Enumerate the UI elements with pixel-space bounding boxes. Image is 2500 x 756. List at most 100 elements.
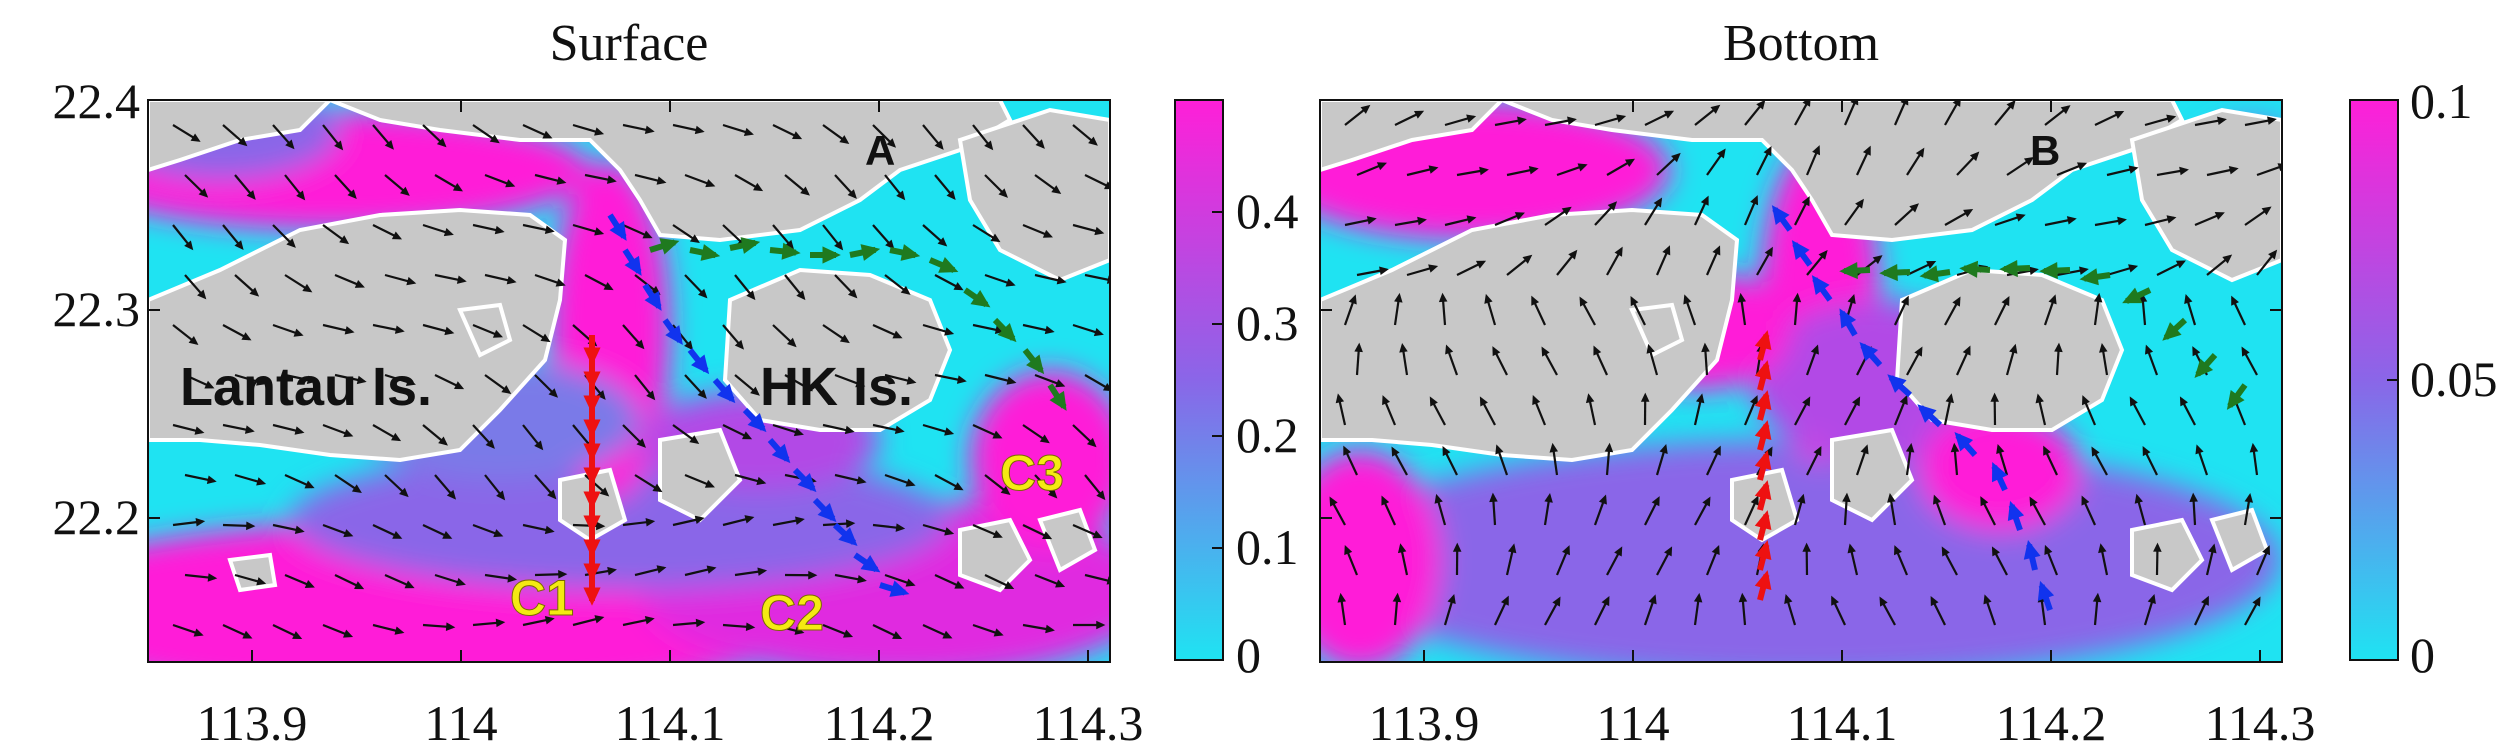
- arrow-head: [1399, 342, 1408, 353]
- arrow-head: [596, 521, 606, 531]
- arrow-head: [334, 140, 344, 151]
- x-tick-label: 113.9: [1369, 695, 1480, 751]
- arrow-head: [844, 425, 855, 435]
- arrow-head: [2093, 292, 2103, 303]
- arrow-head: [797, 472, 817, 493]
- arrow-head: [495, 618, 506, 628]
- arrow-head: [347, 189, 357, 199]
- arrow-head: [800, 186, 810, 196]
- arrow-head: [392, 530, 403, 539]
- arrow-head: [195, 517, 206, 527]
- arrow-head: [1737, 292, 1747, 303]
- arrow-head: [1096, 490, 1106, 501]
- arrow-head: [2261, 206, 2272, 216]
- arrow-head: [740, 237, 761, 254]
- arrow-head: [695, 618, 706, 628]
- arrow-head: [1630, 296, 1639, 307]
- arrow-head: [506, 276, 517, 285]
- arrow-head: [860, 554, 881, 573]
- arrow-head: [485, 439, 495, 449]
- arrow-head: [1044, 325, 1055, 335]
- arrow-head: [501, 385, 512, 394]
- arrow-head: [644, 125, 655, 134]
- arrow-head: [938, 256, 959, 273]
- arrow-head: [781, 242, 801, 260]
- arrow-head: [2179, 166, 2189, 176]
- arrow-head: [193, 628, 204, 637]
- arrow-head: [391, 231, 403, 240]
- arrow-head: [934, 140, 944, 150]
- arrow-head: [1662, 245, 1671, 256]
- arrow-head: [1049, 390, 1067, 411]
- arrow-head: [1801, 196, 1810, 207]
- arrow-head: [2023, 540, 2041, 560]
- arrow-head: [1693, 592, 1703, 603]
- arrow-head: [384, 139, 394, 150]
- arrow-head: [394, 325, 405, 334]
- arrow-head: [1710, 104, 1721, 114]
- arrow-head: [1495, 444, 1504, 455]
- arrow-head: [204, 380, 215, 389]
- arrow-head: [1980, 496, 1989, 507]
- arrow-head: [1700, 195, 1709, 206]
- arrow-head: [706, 565, 717, 574]
- arrow-head: [2201, 595, 2209, 606]
- arrow-head: [1763, 146, 1772, 157]
- arrow-head: [242, 630, 253, 639]
- arrow-head: [1607, 201, 1618, 211]
- arrow-head: [745, 622, 756, 632]
- panel-a-map: [148, 100, 1110, 662]
- arrow-head: [998, 188, 1008, 198]
- arrow-head: [1429, 396, 1438, 407]
- arrow-head: [1522, 254, 1533, 264]
- arrow-head: [1750, 495, 1759, 506]
- arrow-head: [2184, 293, 2193, 304]
- y-tick-label: 22.3: [53, 281, 141, 337]
- arrow-head: [1996, 443, 2005, 454]
- x-axis-b: 113.9 114 114.1 114.2 114.3: [1369, 100, 2315, 751]
- arrow-head: [505, 179, 516, 188]
- x-tick-label: 114.2: [1996, 695, 2107, 751]
- arrow-head: [1479, 396, 1488, 407]
- arrow-head: [1379, 266, 1389, 275]
- arrow-head: [645, 517, 656, 527]
- arrow-head: [937, 237, 948, 247]
- arrow-head: [1414, 110, 1425, 119]
- x-axis-a: 113.9 114 114.1 114.2 114.3: [197, 100, 1143, 751]
- arrow-head: [2162, 322, 2182, 341]
- arrow-head: [635, 339, 645, 350]
- arrow-head: [885, 239, 895, 250]
- arrow-head: [771, 443, 791, 464]
- arrow-head: [624, 255, 642, 276]
- arrow-head: [1887, 374, 1907, 393]
- arrow-head: [746, 290, 756, 301]
- x-tick-label: 114.1: [1787, 695, 1898, 751]
- arrow-head: [1952, 100, 1961, 107]
- panel-b-label: B: [2030, 127, 2060, 174]
- arrow-head: [705, 179, 716, 188]
- arrow-head: [285, 139, 295, 150]
- colorbar-tick-label: 0: [1236, 627, 1261, 683]
- arrow-head: [1343, 445, 1352, 456]
- arrow-head: [795, 516, 805, 525]
- arrow-head: [1042, 229, 1053, 238]
- arrow-head: [1791, 240, 1810, 260]
- arrow-head: [2277, 163, 2282, 172]
- arrow-head: [1712, 245, 1721, 256]
- arrow-head: [2217, 116, 2227, 126]
- arrow-head: [2129, 396, 2138, 407]
- arrow-head: [436, 137, 447, 148]
- arrow-head: [1445, 344, 1454, 355]
- arrow-head: [558, 570, 568, 579]
- arrow-head: [1532, 394, 1541, 406]
- arrow-head: [694, 515, 705, 525]
- arrow-head: [656, 565, 667, 574]
- arrow-head: [540, 333, 551, 343]
- arrow-head: [489, 134, 500, 144]
- arrow-head: [1640, 392, 1650, 402]
- arrow-head: [1466, 215, 1477, 224]
- arrow-head: [1802, 396, 1811, 407]
- arrow-head: [2029, 266, 2039, 276]
- arrow-head: [1754, 570, 1772, 591]
- arrow-head: [1598, 494, 1607, 505]
